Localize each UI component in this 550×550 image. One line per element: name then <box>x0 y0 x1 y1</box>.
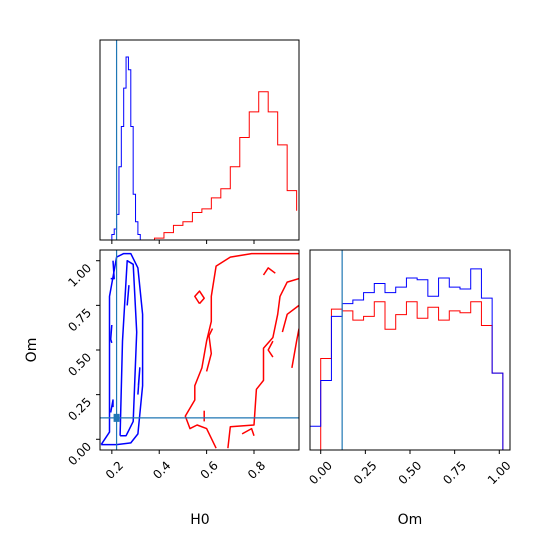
om-ytick-label-4: 1.00 <box>65 261 94 290</box>
xlabel-h0: H0 <box>190 512 209 528</box>
truth-marker <box>113 413 120 422</box>
contour-blue-6 <box>126 284 130 306</box>
contour-red-6 <box>267 340 274 358</box>
om-xtick-label-2: 0.50 <box>396 458 425 487</box>
contour-red-1 <box>227 277 299 449</box>
contour-red-9 <box>291 328 299 369</box>
om-xtick-label-4: 1.00 <box>485 458 514 487</box>
om-histogram-frame <box>309 249 511 451</box>
ylabel-om: Om <box>24 338 40 363</box>
om-xtick-label-0: 0.00 <box>306 458 335 487</box>
contour-red-0 <box>184 252 299 449</box>
om-ytick-label-0: 0.00 <box>65 440 94 469</box>
h0-histogram-frame <box>99 39 300 241</box>
contour-red-2 <box>194 290 205 305</box>
contour-blue-2 <box>109 324 113 344</box>
h0-xtick-label-1: 0.4 <box>150 458 173 481</box>
om-ytick-label-1: 0.25 <box>65 395 94 424</box>
contour-blue-0 <box>100 252 144 446</box>
contour-blue-3 <box>110 260 115 280</box>
contour-red-5 <box>241 427 255 436</box>
om-ytick-label-2: 0.50 <box>65 350 94 379</box>
contour-red-8 <box>281 304 299 333</box>
h0-xtick-label-2: 0.6 <box>198 458 221 481</box>
om-hist-red-series <box>320 301 504 450</box>
contour-red-7 <box>262 267 276 276</box>
h0-hist-red-series <box>153 91 298 240</box>
h0-om-contour-panel: 0.2 0.4 0.6 0.8 0.00 0.25 0.50 0.75 1.00 H0 Om <box>24 249 300 528</box>
h0-xtick-label-0: 0.2 <box>103 458 126 481</box>
om-xtick-label-1: 0.25 <box>351 458 380 487</box>
om-histogram-panel: 0.00 0.25 0.50 0.75 1.00 Om <box>306 249 514 528</box>
contour-blue-5 <box>137 367 141 395</box>
contour-red-3 <box>205 328 214 372</box>
contour-blue-1 <box>119 259 138 437</box>
h0-xtick-label-3: 0.8 <box>245 458 268 481</box>
xlabel-om: Om <box>398 512 423 528</box>
om-hist-blue-series <box>310 268 504 450</box>
h0-histogram-panel <box>99 39 300 244</box>
contour-blue-4 <box>109 399 114 413</box>
h0-om-contour-frame <box>99 249 300 451</box>
om-ytick-label-3: 0.75 <box>65 306 94 335</box>
om-xtick-label-3: 0.75 <box>440 458 469 487</box>
